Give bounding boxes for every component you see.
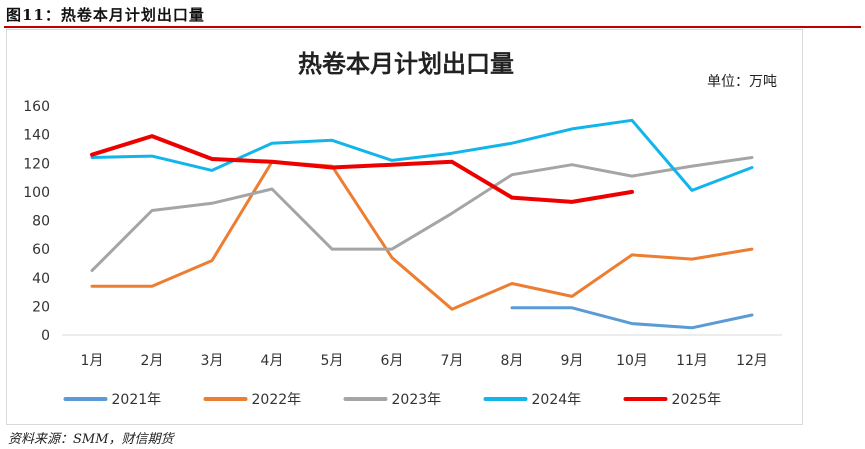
x-tick-label: 5月	[321, 353, 344, 369]
series-lines	[90, 118, 754, 330]
legend-label: 2023年	[392, 392, 442, 408]
legend-label: 2022年	[252, 392, 302, 408]
y-tick-label: 0	[41, 328, 50, 344]
x-tick-label: 8月	[501, 353, 524, 369]
series-line-2023	[90, 156, 754, 273]
y-tick-label: 40	[32, 271, 50, 287]
unit-label: 单位：万吨	[707, 74, 777, 90]
chart-title: 热卷本月计划出口量	[298, 49, 514, 78]
chart-frame: 热卷本月计划出口量 单位：万吨 0 20 40 60 80 100 120 140 160 1月…	[6, 29, 803, 425]
x-axis: 1月 2月 3月 4月 5月 6月 7月 8月 9月 10月 11月 12月	[62, 334, 782, 369]
x-tick-label: 10月	[616, 353, 648, 369]
x-tick-label: 2月	[141, 353, 164, 369]
legend-label: 2024年	[532, 392, 582, 408]
x-tick-label: 3月	[201, 353, 224, 369]
x-tick-label: 7月	[441, 353, 464, 369]
line-chart: 热卷本月计划出口量 单位：万吨 0 20 40 60 80 100 120 140 160 1月…	[23, 49, 782, 408]
x-tick-label: 1月	[81, 353, 104, 369]
y-tick-label: 100	[23, 185, 50, 201]
legend-label: 2025年	[672, 392, 722, 408]
series-line-2024	[90, 118, 754, 192]
figure-caption: 图11：热卷本月计划出口量	[6, 6, 205, 24]
x-tick-label: 4月	[261, 353, 284, 369]
legend-label: 2021年	[112, 392, 162, 408]
x-tick-label: 11月	[676, 353, 708, 369]
y-tick-label: 140	[23, 128, 50, 144]
series-line-2021	[510, 306, 754, 330]
legend: 2021年 2022年 2023年 2024年 2025年	[63, 392, 722, 408]
x-tick-label: 12月	[736, 353, 768, 369]
y-tick-label: 160	[23, 99, 50, 115]
caption-divider	[4, 26, 861, 28]
y-tick-label: 120	[23, 156, 50, 172]
x-tick-label: 9月	[561, 353, 584, 369]
x-tick-label: 6月	[381, 353, 404, 369]
series-line-2022	[90, 160, 754, 311]
y-tick-label: 60	[32, 242, 50, 258]
series-line-2025	[90, 134, 634, 204]
y-tick-label: 20	[32, 299, 50, 315]
source-note: 资料来源：SMM，财信期货	[8, 432, 174, 447]
y-axis: 0 20 40 60 80 100 120 140 160	[23, 99, 50, 344]
y-tick-label: 80	[32, 214, 50, 230]
